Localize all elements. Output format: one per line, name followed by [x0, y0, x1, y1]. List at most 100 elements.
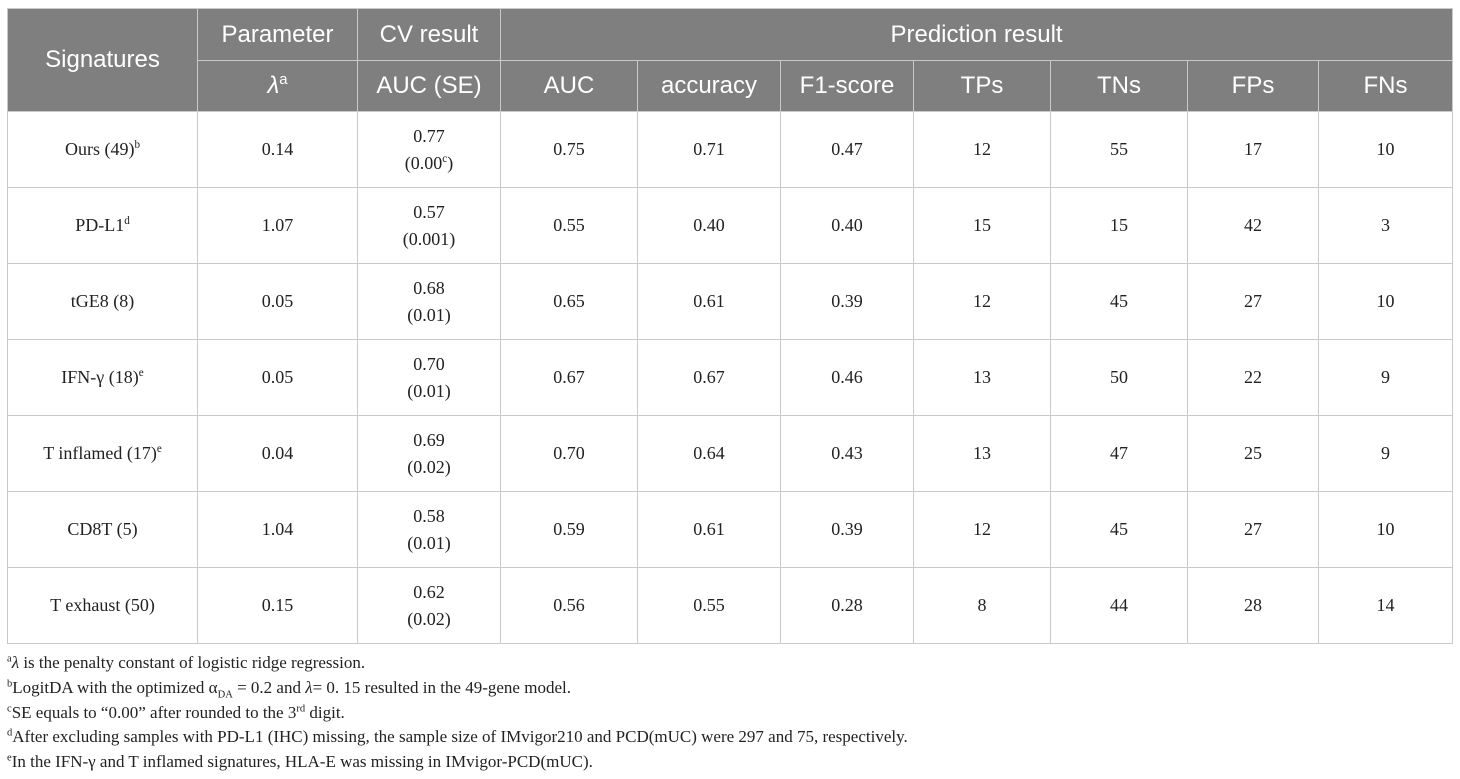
text: (0.01) [407, 304, 451, 325]
cell-line: 0.46 [781, 364, 913, 391]
text: 12 [973, 291, 991, 311]
cell-line: 0.69 [358, 427, 500, 454]
table-cell: 12 [913, 111, 1051, 188]
table-cell: 14 [1317, 567, 1454, 644]
table-cell: T exhaust (50) [7, 567, 198, 644]
table-cell: 0.04 [197, 415, 358, 492]
cell-line: 0.68 [358, 275, 500, 302]
cell-line: 0.77 [358, 123, 500, 150]
table-cell: 1.07 [197, 187, 358, 264]
text: 15 [973, 215, 991, 235]
note-mark: e [156, 443, 162, 455]
cell-line: accuracy [638, 72, 780, 100]
cell-line: Signatures [8, 46, 197, 74]
text: 17 [1244, 139, 1262, 159]
table-cell: 9 [1317, 415, 1454, 492]
symbol: λ [305, 677, 313, 697]
table-cell: IFN-γ (18)e [7, 339, 198, 416]
cell-line: 0.56 [501, 592, 637, 619]
cell-line: 0.70 [358, 351, 500, 378]
table-row: CD8T (5) 1.04 0.58 (0.01) 0.59 0.61 0.39 12 45 27… [7, 491, 1454, 568]
header-cell: accuracy [637, 60, 781, 112]
text: digit. [305, 702, 345, 722]
cell-line: 50 [1051, 364, 1187, 391]
text: (0.02) [407, 456, 451, 477]
text: 0.05 [261, 291, 294, 311]
table-cell: 0.62 (0.02) [357, 567, 501, 644]
text: Ours (49) [64, 139, 135, 159]
cell-line: 55 [1051, 136, 1187, 163]
table-cell: 0.71 [637, 111, 781, 188]
note-mark: c [7, 702, 12, 714]
table-cell: 0.67 [637, 339, 781, 416]
table-cell: 10 [1317, 263, 1454, 340]
cell-line: 0.05 [198, 288, 357, 315]
cell-line: 17 [1188, 136, 1318, 163]
table-cell: 0.14 [197, 111, 358, 188]
table-cell: 27 [1187, 491, 1319, 568]
cell-line: 0.61 [638, 288, 780, 315]
table-cell: 3 [1317, 187, 1454, 264]
symbol: λ [11, 653, 20, 672]
text: 9 [1381, 443, 1391, 463]
header-cell: FNs [1317, 60, 1454, 112]
table-cell: 0.40 [637, 187, 781, 264]
cell-line: Parameter [198, 21, 357, 49]
table-cell: 13 [913, 415, 1051, 492]
note-mark: c [442, 152, 448, 165]
table-cell: 10 [1317, 491, 1454, 568]
cell-line: AUC [501, 72, 637, 100]
footnote: dAfter excluding samples with PD-L1 (IHC… [7, 725, 908, 750]
cell-line: 12 [914, 516, 1050, 543]
cell-line: 1.07 [198, 212, 357, 239]
text: 0.68 [413, 277, 445, 298]
text: T exhaust (50) [50, 595, 155, 615]
text: 0.65 [553, 291, 585, 311]
text: Signatures [45, 46, 160, 73]
text: 0.47 [831, 139, 863, 159]
text: accuracy [660, 72, 758, 99]
cell-line: tGE8 (8) [8, 288, 197, 315]
cell-line: 25 [1188, 440, 1318, 467]
header-cell: AUC (SE) [357, 60, 501, 112]
text: 10 [1376, 291, 1395, 311]
table-cell: 50 [1050, 339, 1188, 416]
text: 0.70 [413, 353, 445, 374]
cell-line: 0.62 [358, 579, 500, 606]
table-cell: 0.65 [500, 263, 638, 340]
table-cell: 15 [1050, 187, 1188, 264]
cell-line: T exhaust (50) [8, 592, 197, 619]
table-cell: tGE8 (8) [7, 263, 198, 340]
text: 0.58 [413, 505, 445, 526]
text: 0.40 [693, 215, 725, 235]
table-cell: 27 [1187, 263, 1319, 340]
table-cell: 0.75 [500, 111, 638, 188]
table-cell: 9 [1317, 339, 1454, 416]
text: 0.04 [261, 443, 294, 463]
text: 45 [1110, 519, 1128, 539]
cell-line: 10 [1319, 288, 1452, 315]
cell-line: 0.61 [638, 516, 780, 543]
cell-line: CD8T (5) [8, 516, 197, 543]
cell-line: 0.71 [638, 136, 780, 163]
text: 0.67 [553, 367, 585, 387]
cell-line: (0.00c) [358, 150, 500, 177]
text: 9 [1381, 367, 1391, 387]
text: 0.61 [693, 519, 725, 539]
table-cell: 42 [1187, 187, 1319, 264]
table-cell: 0.28 [780, 567, 914, 644]
table-cell: 12 [913, 491, 1051, 568]
table-cell: 25 [1187, 415, 1319, 492]
table-cell: 0.46 [780, 339, 914, 416]
table-cell: 0.43 [780, 415, 914, 492]
text: 0.59 [553, 519, 585, 539]
table-cell: 0.61 [637, 263, 781, 340]
table-cell: 0.39 [780, 263, 914, 340]
table-cell: 44 [1050, 567, 1188, 644]
table-cell: 17 [1187, 111, 1319, 188]
header-cell: Signatures [7, 8, 198, 112]
footnote: aλ is the penalty constant of logistic r… [7, 651, 908, 676]
cell-line: 27 [1188, 516, 1318, 543]
table-cell: 0.55 [637, 567, 781, 644]
table-cell: 1.04 [197, 491, 358, 568]
